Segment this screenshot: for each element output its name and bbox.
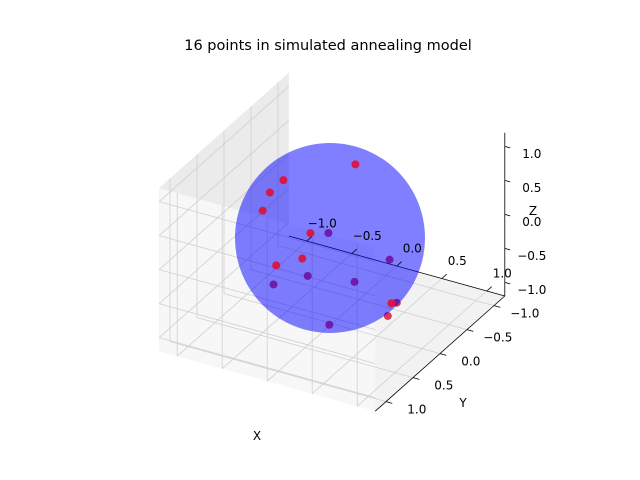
z-tick-mark — [504, 214, 511, 217]
grid-line — [311, 278, 443, 394]
data-point — [279, 176, 288, 185]
x-tick-label: 0.5 — [448, 254, 467, 268]
y-tick-label: 0.0 — [461, 355, 480, 369]
z-tick-mark — [504, 146, 511, 149]
y-tick-mark — [439, 353, 447, 356]
data-point — [298, 254, 307, 263]
data-point — [351, 160, 360, 169]
grid-line — [196, 317, 414, 378]
x-tick-mark — [396, 261, 402, 267]
grid-line — [158, 120, 290, 236]
x-tick-label: −1.0 — [308, 217, 337, 231]
data-point — [265, 188, 274, 197]
x-tick-mark — [441, 273, 447, 279]
data-point — [306, 229, 315, 238]
data-point — [387, 299, 396, 308]
y-tick-mark — [412, 377, 420, 380]
y-axis-label: Y — [458, 396, 467, 410]
x-tick-mark — [486, 286, 492, 292]
grid-line — [356, 290, 488, 407]
y-tick-label: −1.0 — [510, 307, 539, 321]
z-tick-label: −0.5 — [517, 249, 546, 263]
tick-labels: −1.0−1.0−1.0−0.5−0.5−0.50.00.00.00.50.50… — [306, 146, 546, 417]
data-point — [258, 206, 267, 215]
chart-title: 16 points in simulated annealing model — [184, 38, 472, 54]
y-tick-mark — [493, 305, 501, 308]
x-tick-label: 1.0 — [493, 267, 512, 281]
z-tick-label: 1.0 — [522, 147, 541, 161]
y-tick-mark — [385, 401, 393, 404]
x-tick-mark — [351, 248, 357, 254]
x-tick-label: 0.0 — [403, 242, 422, 256]
z-axis-label: Z — [529, 204, 537, 218]
x-axis-label: X — [253, 429, 261, 443]
grid-line — [158, 86, 290, 202]
x-tick-label: −0.5 — [353, 229, 382, 243]
z-tick-label: −1.0 — [517, 283, 546, 297]
y-tick-mark — [466, 329, 474, 332]
z-tick-label: 0.5 — [522, 181, 541, 195]
front-points — [258, 160, 396, 308]
z-tick-mark — [504, 248, 511, 251]
grid-line — [169, 341, 387, 402]
z-tick-mark — [504, 282, 511, 285]
data-point — [272, 261, 281, 270]
y-tick-label: −0.5 — [483, 331, 512, 345]
y-tick-label: 1.0 — [407, 403, 426, 417]
x-tick-mark — [306, 236, 312, 242]
z-tick-label: 0.0 — [522, 215, 541, 229]
sphere-surface — [235, 143, 425, 333]
y-tick-label: 0.5 — [434, 379, 453, 393]
z-tick-mark — [504, 180, 511, 183]
